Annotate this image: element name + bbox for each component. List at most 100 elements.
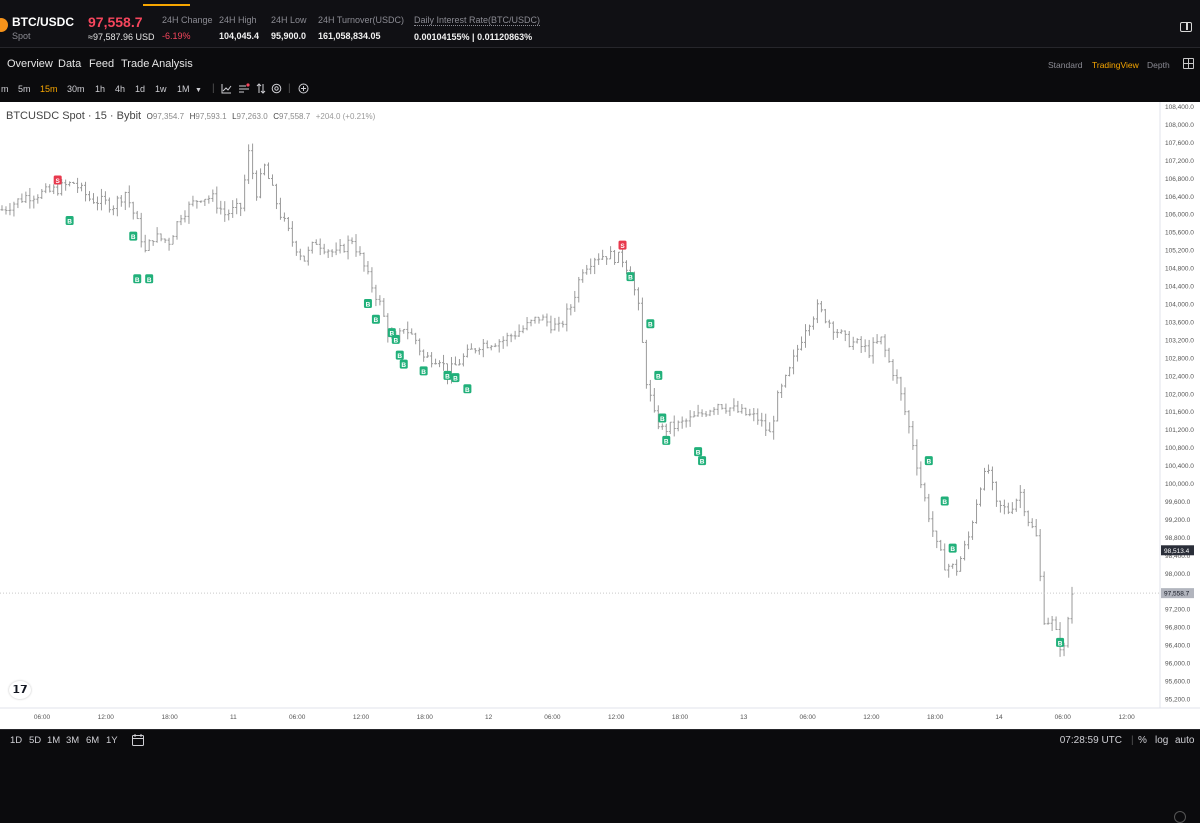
calendar-icon[interactable] — [131, 733, 145, 750]
price-tick-label: 103,600.0 — [1165, 319, 1194, 326]
legend-high: 97,593.1 — [195, 112, 227, 121]
range-6m[interactable]: 6M — [86, 735, 100, 746]
interval-1M[interactable]: 1M — [177, 84, 190, 94]
range-1y[interactable]: 1Y — [106, 735, 118, 746]
tab-feed[interactable]: Feed — [89, 58, 115, 70]
log-toggle[interactable]: log — [1155, 735, 1169, 746]
compare-icon[interactable] — [256, 83, 266, 98]
stat-interest-rate[interactable]: Daily Interest Rate(BTC/USDC) 0.00104155… — [414, 15, 541, 42]
signal-label: B — [397, 353, 402, 360]
signal-label: B — [950, 546, 955, 553]
range-5d[interactable]: 5D — [29, 735, 42, 746]
sell-signal — [618, 240, 627, 250]
time-tick-label: 18:00 — [417, 714, 434, 721]
price-tick-label: 99,600.0 — [1165, 499, 1191, 506]
buy-signal — [419, 366, 428, 376]
toolbar-divider: | — [212, 83, 215, 94]
time-tick-label: 06:00 — [1055, 714, 1072, 721]
interval-4h[interactable]: 4h — [115, 84, 126, 94]
price-tick-label: 96,000.0 — [1165, 661, 1191, 668]
interval-m[interactable]: m — [1, 84, 9, 94]
tradingview-logo[interactable]: 𝟭𝟳 — [9, 681, 31, 699]
price-tick-label: 98,000.0 — [1165, 571, 1191, 578]
signal-label: B — [664, 438, 669, 445]
interval-1d[interactable]: 1d — [135, 84, 146, 94]
ticker-header: BTC/USDC Spot 97,558.7 ≈97,587.96 USD 24… — [0, 0, 1200, 48]
utc-clock[interactable]: 07:28:59 UTC — [1059, 735, 1122, 746]
indicators-icon[interactable] — [238, 83, 250, 98]
add-icon[interactable] — [298, 83, 309, 98]
axis-settings-icon[interactable] — [1174, 811, 1186, 823]
legend-low-label: L — [232, 112, 237, 121]
view-standard[interactable]: Standard — [1048, 60, 1083, 70]
buy-signal — [948, 543, 957, 553]
signal-label: B — [135, 277, 140, 284]
buy-signal — [129, 231, 138, 241]
price-tick-label: 100,800.0 — [1165, 445, 1194, 452]
legend-high-label: H — [189, 112, 196, 121]
interval-1w[interactable]: 1w — [155, 84, 167, 94]
signal-label: B — [389, 331, 394, 338]
buy-signal — [654, 370, 663, 380]
signal-label: S — [56, 178, 61, 185]
price-tick-label: 101,200.0 — [1165, 427, 1194, 434]
chevron-down-icon[interactable]: ▼ — [195, 87, 202, 94]
buy-signal — [133, 274, 142, 284]
buy-signal — [463, 384, 472, 394]
grid-layout-icon[interactable] — [1183, 58, 1194, 69]
price-tick-label: 102,000.0 — [1165, 391, 1194, 398]
range-3m[interactable]: 3M — [66, 735, 80, 746]
layout-panel-icon[interactable] — [1180, 22, 1192, 32]
tab-overview[interactable]: Overview — [7, 58, 53, 70]
price-tick-label: 98,400.0 — [1165, 553, 1191, 560]
signal-label: B — [147, 277, 152, 284]
percent-toggle[interactable]: % — [1138, 735, 1147, 746]
price-tick-label: 96,400.0 — [1165, 643, 1191, 650]
signal-label: B — [696, 450, 701, 457]
signal-label: B — [1058, 640, 1063, 647]
price-tick-label: 102,400.0 — [1165, 373, 1194, 380]
price-marker-label: 98,513.4 — [1164, 548, 1190, 555]
last-price-bg — [1161, 588, 1194, 599]
time-tick-label: 12:00 — [98, 714, 115, 721]
signal-label: B — [453, 376, 458, 383]
buy-signal — [940, 496, 949, 506]
signal-label: B — [393, 337, 398, 344]
interval-30m[interactable]: 30m — [67, 84, 85, 94]
price-chart[interactable]: S B B B B B B B B B B B B B B S B B B B B B B B B B B 108,400.0 108,… — [0, 102, 1200, 823]
time-tick-label: 06:00 — [34, 714, 51, 721]
settings-icon[interactable] — [271, 83, 282, 98]
signal-label: B — [648, 322, 653, 329]
time-tick-label: 12:00 — [1118, 714, 1135, 721]
buy-signal — [1056, 637, 1065, 647]
price-tick-label: 101,600.0 — [1165, 409, 1194, 416]
interval-5m[interactable]: 5m — [18, 84, 31, 94]
view-tradingview[interactable]: TradingView — [1092, 60, 1139, 70]
signal-label: B — [660, 416, 665, 423]
price-tick-label: 100,400.0 — [1165, 463, 1194, 470]
stat-24h-low: 24H Low 95,900.0 — [271, 15, 307, 41]
interval-1h[interactable]: 1h — [95, 84, 106, 94]
sell-signal — [53, 175, 62, 185]
price-tick-label: 104,000.0 — [1165, 302, 1194, 309]
buy-signal — [363, 299, 372, 308]
range-1d[interactable]: 1D — [10, 735, 23, 746]
view-depth[interactable]: Depth — [1147, 60, 1170, 70]
buy-signal — [371, 314, 380, 324]
price-tick-label: 104,400.0 — [1165, 284, 1194, 291]
price-tick-label: 108,400.0 — [1165, 104, 1194, 111]
price-tick-label: 105,600.0 — [1165, 230, 1194, 237]
legend-open: 97,354.7 — [152, 112, 185, 121]
chart-type-icon[interactable] — [221, 83, 232, 98]
stat-value: -6.19% — [162, 31, 191, 41]
range-1m[interactable]: 1M — [47, 735, 61, 746]
tab-trade-analysis[interactable]: Trade Analysis — [121, 58, 193, 70]
auto-toggle[interactable]: auto — [1175, 735, 1195, 746]
tab-data[interactable]: Data — [58, 58, 82, 70]
stat-label: Daily Interest Rate(BTC/USDC) — [414, 15, 541, 26]
stat-value: 95,900.0 — [271, 31, 307, 41]
interval-15m[interactable]: 15m — [40, 84, 58, 94]
pair-name[interactable]: BTC/USDC — [12, 15, 74, 29]
legend-low: 97,263.0 — [236, 112, 268, 121]
